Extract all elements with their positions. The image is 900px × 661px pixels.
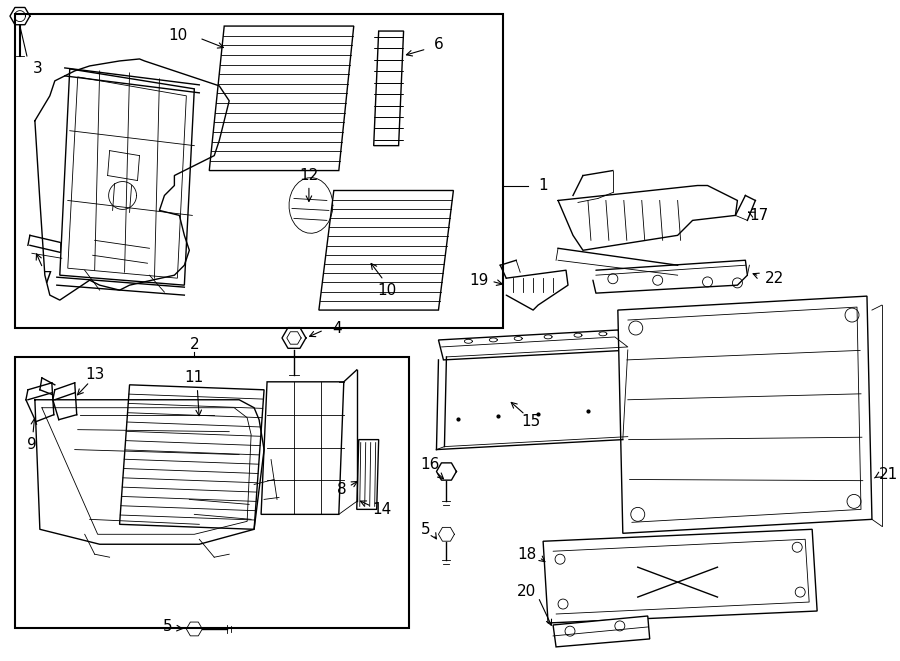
Polygon shape xyxy=(120,385,264,529)
Polygon shape xyxy=(438,330,633,360)
Text: 19: 19 xyxy=(469,273,489,288)
Text: 4: 4 xyxy=(332,321,342,336)
Text: 15: 15 xyxy=(521,414,541,429)
Text: 12: 12 xyxy=(300,168,319,183)
Text: 3: 3 xyxy=(33,61,42,77)
Polygon shape xyxy=(374,31,403,145)
Text: 7: 7 xyxy=(43,271,52,286)
Polygon shape xyxy=(59,69,194,285)
Text: 6: 6 xyxy=(434,36,444,52)
Polygon shape xyxy=(210,26,354,171)
Text: 11: 11 xyxy=(184,370,204,385)
Polygon shape xyxy=(554,616,650,647)
Text: 14: 14 xyxy=(372,502,392,517)
Polygon shape xyxy=(356,440,379,510)
Text: 20: 20 xyxy=(517,584,536,599)
Polygon shape xyxy=(319,190,454,310)
Bar xyxy=(15,14,503,328)
Text: 13: 13 xyxy=(85,368,104,382)
Text: 16: 16 xyxy=(421,457,440,472)
Polygon shape xyxy=(617,296,872,533)
Text: 5: 5 xyxy=(421,522,430,537)
Text: 10: 10 xyxy=(377,283,396,297)
Polygon shape xyxy=(261,382,344,514)
Text: 2: 2 xyxy=(190,338,199,352)
Text: 22: 22 xyxy=(765,271,785,286)
Bar xyxy=(15,357,409,628)
Text: 8: 8 xyxy=(338,482,346,497)
Text: 17: 17 xyxy=(750,208,769,223)
Text: 10: 10 xyxy=(168,28,187,42)
Text: 5: 5 xyxy=(163,619,173,635)
Text: 1: 1 xyxy=(538,178,548,193)
Polygon shape xyxy=(543,529,817,623)
Text: 9: 9 xyxy=(27,437,37,452)
Text: 21: 21 xyxy=(879,467,898,482)
Text: 18: 18 xyxy=(517,547,536,562)
